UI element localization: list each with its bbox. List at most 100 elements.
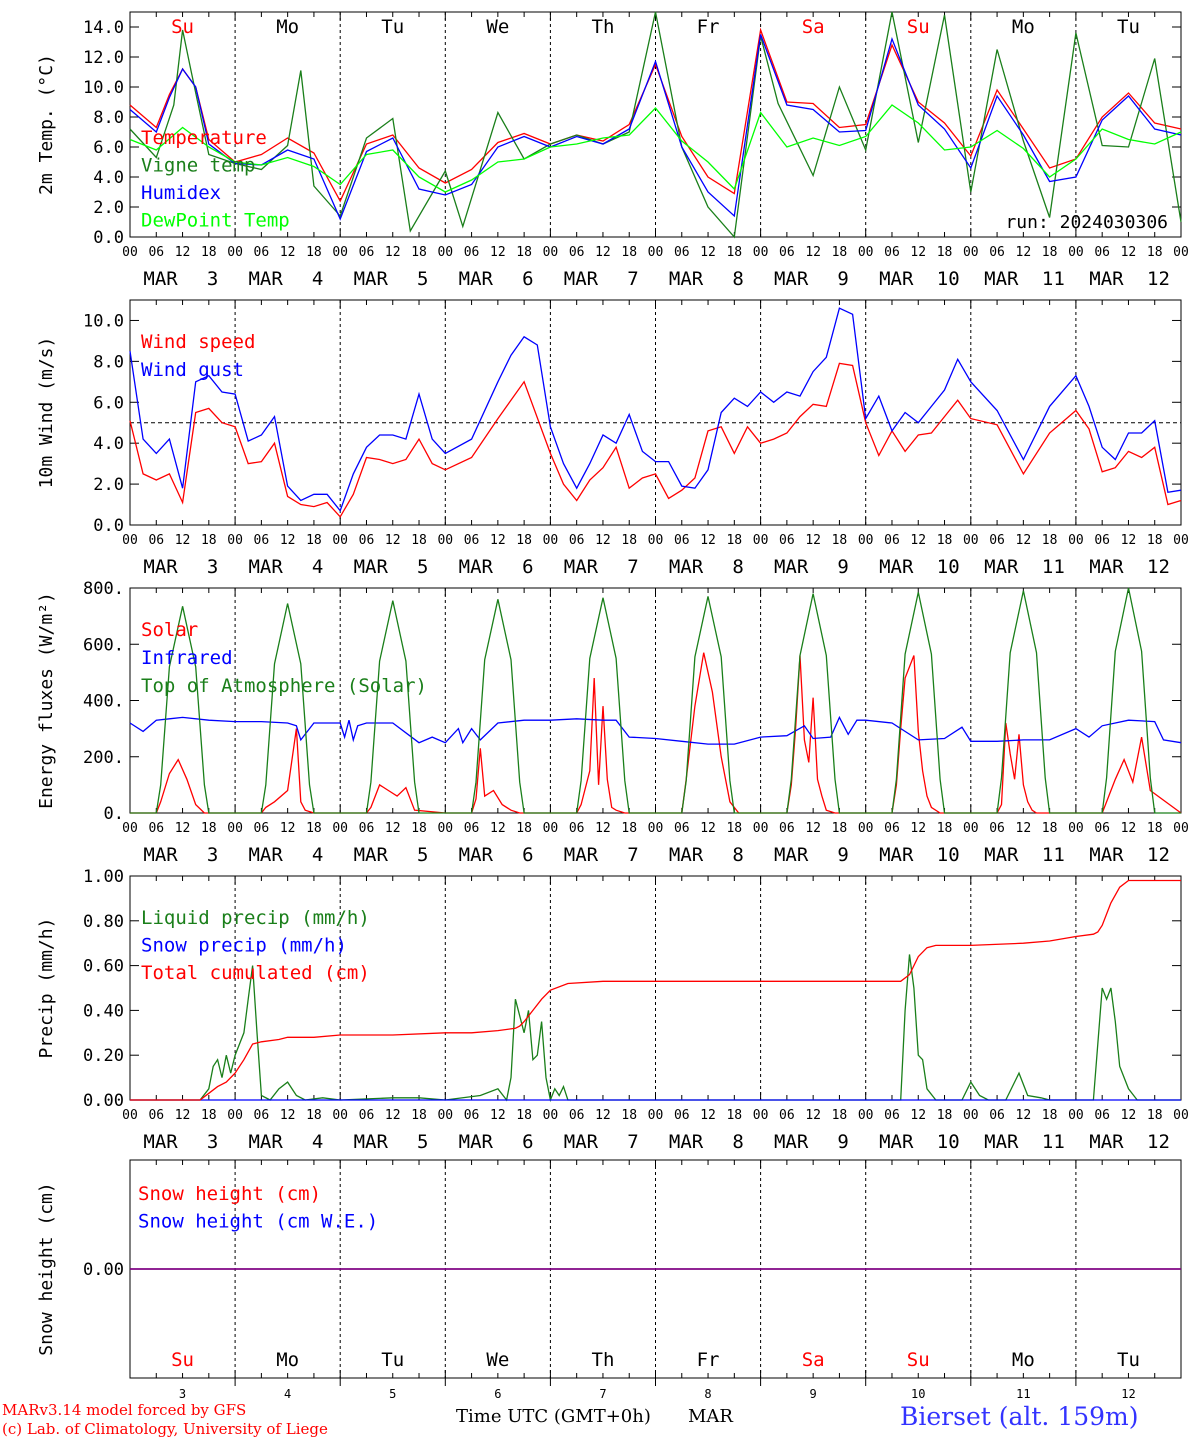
hour-tick-label: 06 [1094, 245, 1110, 260]
month-tick-label: MAR [984, 556, 1019, 578]
hour-tick-label: 12 [805, 245, 821, 260]
hour-tick-label: 06 [1094, 533, 1110, 548]
hour-tick-label: 00 [753, 1108, 769, 1123]
day-of-week-label: Su [907, 1349, 930, 1371]
hour-tick-label: 18 [411, 533, 427, 548]
hour-tick-label: 06 [254, 821, 270, 836]
hour-tick-label: 18 [1042, 533, 1058, 548]
legend-entry: Snow precip (mm/h) [141, 935, 347, 957]
hour-tick-label: 06 [464, 533, 480, 548]
hour-tick-label: 18 [832, 245, 848, 260]
hour-tick-label: 00 [648, 245, 664, 260]
hour-tick-label: 18 [516, 533, 532, 548]
hour-tick-label: 12 [1121, 245, 1137, 260]
hour-tick-label: 18 [201, 245, 217, 260]
hour-tick-label: 00 [963, 533, 979, 548]
y-tick-label: 4.0 [93, 434, 124, 454]
day-tick-label: 4 [312, 1131, 323, 1153]
hour-tick-label: 12 [910, 245, 926, 260]
y-tick-label: 0.0 [93, 516, 124, 536]
y-tick-label: 4.0 [93, 168, 124, 188]
day-tick-label: 11 [1042, 268, 1065, 290]
hour-tick-label: 18 [411, 1108, 427, 1123]
y-tick-label: 0.20 [83, 1046, 124, 1066]
panel-wind: 0.0 2.0 4.0 6.0 8.0 10.0 10m Wind (m/s) Wind sp… [36, 299, 1189, 578]
hour-tick-label: 06 [884, 1108, 900, 1123]
hour-tick-label: 06 [359, 245, 375, 260]
legend-entry: Temperature [141, 127, 267, 149]
legend-entry: Top of Atmosphere (Solar) [141, 675, 427, 697]
day-tick-label: 3 [207, 556, 218, 578]
series-line-total-cumulated-cm [130, 879, 1181, 1101]
month-tick-label: MAR [669, 1131, 704, 1153]
hour-tick-label: 12 [1121, 1108, 1137, 1123]
legend-entry: Solar [141, 619, 198, 641]
hour-tick-label: 18 [516, 821, 532, 836]
hour-tick-label: 18 [726, 245, 742, 260]
legend-entry: Snow height (cm W.E.) [138, 1211, 378, 1233]
station-label: Bierset (alt. 159m) [900, 1402, 1139, 1431]
hour-tick-label: 06 [359, 1108, 375, 1123]
hour-tick-label: 06 [674, 821, 690, 836]
month-tick-label: MAR [248, 1131, 283, 1153]
hour-tick-label: 06 [569, 1108, 585, 1123]
hour-tick-label: 12 [595, 245, 611, 260]
hour-tick-label: 12 [1016, 1108, 1032, 1123]
month-tick-label: MAR [564, 268, 599, 290]
legend-entry: Liquid precip (mm/h) [141, 907, 370, 929]
hour-tick-label: 00 [753, 533, 769, 548]
hour-tick-label: 18 [621, 533, 637, 548]
panel-frame [129, 299, 1182, 526]
hour-tick-label: 18 [726, 821, 742, 836]
hour-tick-label: 12 [385, 821, 401, 836]
day-tick-label: 8 [732, 268, 743, 290]
day-number-label: 12 [1121, 1387, 1135, 1401]
month-tick-label: MAR [1089, 844, 1124, 866]
month-tick-label: MAR [1089, 556, 1124, 578]
hour-tick-label: 18 [832, 533, 848, 548]
hour-tick-label: 12 [700, 821, 716, 836]
day-tick-label: 6 [522, 1131, 533, 1153]
y-tick-label: 1.00 [83, 867, 124, 887]
panel-snow: 0.00 Snow height (cm) Snow height (cm) Snow… [36, 1159, 1182, 1401]
hour-tick-label: 06 [148, 1108, 164, 1123]
hour-tick-label: 18 [1042, 1108, 1058, 1123]
hour-tick-label: 00 [648, 533, 664, 548]
hour-tick-label: 06 [674, 245, 690, 260]
hour-tick-label: 06 [989, 821, 1005, 836]
hour-tick-label: 12 [1016, 245, 1032, 260]
y-tick-label: 12.0 [83, 48, 124, 68]
hour-tick-label: 00 [753, 821, 769, 836]
hour-tick-label: 12 [700, 1108, 716, 1123]
hour-tick-label: 12 [280, 533, 296, 548]
month-tick-label: MAR [248, 556, 283, 578]
month-tick-label: MAR [984, 844, 1019, 866]
hour-tick-label: 00 [227, 245, 243, 260]
month-tick-label: MAR [354, 268, 389, 290]
day-tick-label: 6 [522, 844, 533, 866]
y-tick-label: 0. [104, 804, 124, 824]
hour-tick-label: 06 [779, 245, 795, 260]
hour-tick-label: 00 [648, 1108, 664, 1123]
y-axis-label: Energy fluxes (W/m²) [36, 592, 57, 809]
hour-tick-label: 12 [175, 821, 191, 836]
hour-tick-label: 18 [832, 1108, 848, 1123]
day-tick-label: 12 [1147, 1131, 1170, 1153]
hour-tick-label: 18 [937, 1108, 953, 1123]
day-tick-label: 5 [417, 556, 428, 578]
month-tick-label: MAR [564, 1131, 599, 1153]
month-tick-label: MAR [879, 844, 914, 866]
hour-tick-label: 12 [700, 245, 716, 260]
hour-tick-label: 00 [437, 245, 453, 260]
hour-tick-label: 00 [543, 245, 559, 260]
legend-entry: Wind speed [141, 331, 255, 353]
day-tick-label: 10 [937, 556, 960, 578]
hour-tick-label: 06 [464, 1108, 480, 1123]
y-tick-label: 600. [83, 635, 124, 655]
day-tick-label: 5 [417, 268, 428, 290]
y-tick-label: 10.0 [83, 78, 124, 98]
day-tick-label: 3 [207, 844, 218, 866]
hour-tick-label: 18 [201, 1108, 217, 1123]
day-of-week-label: Th [592, 1349, 615, 1371]
